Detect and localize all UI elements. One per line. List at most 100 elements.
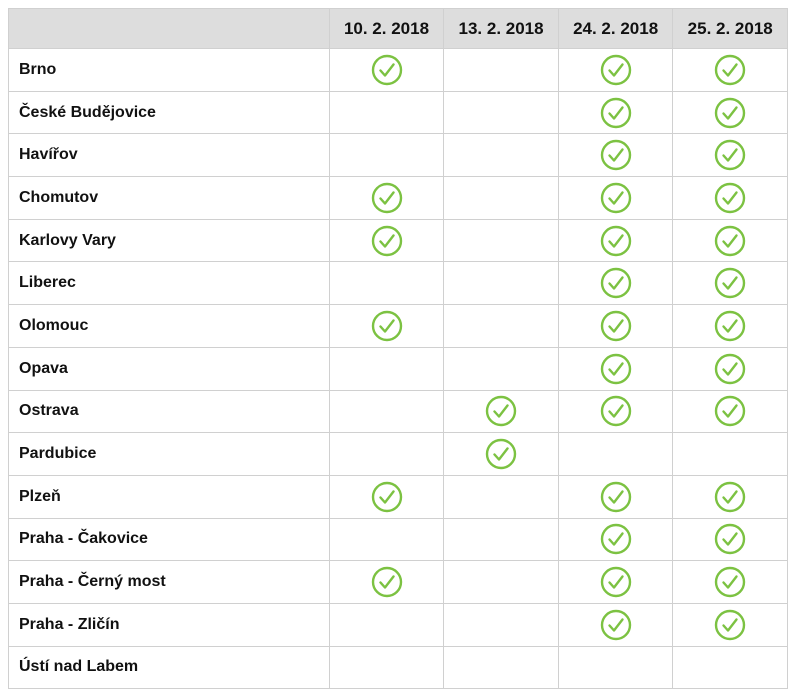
date-cell: [672, 389, 788, 434]
city-name: Ústí nad Labem: [8, 645, 330, 690]
date-cell: [328, 346, 445, 391]
check-circle-icon: [714, 225, 746, 256]
date-cell: [557, 304, 674, 348]
table-row: Karlovy Vary: [8, 218, 788, 263]
city-name: Havířov: [8, 133, 330, 178]
check-circle-icon: [600, 481, 632, 512]
city-name: Plzeň: [8, 474, 330, 519]
date-cell: [443, 474, 559, 519]
header-row: 10. 2. 2018 13. 2. 2018 24. 2. 2018 25. 2. …: [8, 8, 788, 49]
date-cell: [557, 133, 674, 178]
date-cell: [328, 133, 445, 178]
table-row: Opava: [8, 346, 788, 391]
header-city: [8, 8, 330, 49]
header-date: 24. 2. 2018: [557, 8, 674, 49]
date-cell: [557, 346, 674, 391]
check-circle-icon: [714, 310, 746, 342]
date-cell: [443, 48, 559, 92]
date-cell: [672, 90, 788, 135]
city-name: Chomutov: [8, 176, 330, 220]
date-cell: [443, 90, 559, 135]
check-circle-icon: [371, 54, 403, 86]
check-circle-icon: [600, 225, 632, 256]
check-circle-icon: [714, 524, 746, 555]
date-cell: [557, 218, 674, 263]
check-circle-icon: [714, 140, 746, 171]
date-cell: [443, 645, 559, 690]
date-cell: [443, 261, 559, 306]
date-cell: [443, 517, 559, 562]
city-name: Praha - Zličín: [8, 602, 330, 647]
check-circle-icon: [600, 396, 632, 427]
table-row: Praha - Černý most: [8, 560, 788, 604]
check-circle-icon: [371, 481, 403, 512]
date-cell: [672, 602, 788, 647]
date-cell: [557, 389, 674, 434]
date-cell: [672, 133, 788, 178]
date-cell: [672, 176, 788, 220]
table-row: Olomouc: [8, 304, 788, 348]
date-cell: [328, 560, 445, 604]
date-cell: [672, 48, 788, 92]
date-cell: [557, 474, 674, 519]
date-cell: [672, 517, 788, 562]
check-circle-icon: [600, 54, 632, 86]
check-circle-icon: [371, 310, 403, 342]
check-circle-icon: [600, 353, 632, 384]
date-cell: [557, 560, 674, 604]
date-cell: [328, 261, 445, 306]
city-name: Olomouc: [8, 304, 330, 348]
check-circle-icon: [714, 97, 746, 128]
table-row: Liberec: [8, 261, 788, 306]
table-row: Praha - Čakovice: [8, 517, 788, 562]
city-name: Praha - Čakovice: [8, 517, 330, 562]
date-cell: [328, 645, 445, 690]
date-cell: [672, 346, 788, 391]
city-name: České Budějovice: [8, 90, 330, 135]
table-row: Brno: [8, 48, 788, 92]
date-cell: [557, 48, 674, 92]
date-cell: [328, 176, 445, 220]
city-name: Ostrava: [8, 389, 330, 434]
check-circle-icon: [714, 566, 746, 598]
check-circle-icon: [714, 182, 746, 214]
date-cell: [557, 90, 674, 135]
date-cell: [443, 346, 559, 391]
date-cell: [443, 389, 559, 434]
date-cell: [328, 48, 445, 92]
table-row: Chomutov: [8, 176, 788, 220]
check-circle-icon: [600, 97, 632, 128]
city-name: Liberec: [8, 261, 330, 306]
table-row: Praha - Zličín: [8, 602, 788, 647]
table-row: Pardubice: [8, 432, 788, 476]
date-cell: [557, 261, 674, 306]
date-cell: [328, 602, 445, 647]
date-cell: [557, 602, 674, 647]
check-circle-icon: [600, 566, 632, 598]
date-cell: [443, 560, 559, 604]
check-circle-icon: [600, 310, 632, 342]
check-circle-icon: [714, 268, 746, 299]
check-circle-icon: [371, 225, 403, 256]
header-date: 13. 2. 2018: [443, 8, 559, 49]
check-circle-icon: [371, 566, 403, 598]
date-cell: [672, 261, 788, 306]
check-circle-icon: [714, 609, 746, 640]
date-cell: [443, 602, 559, 647]
date-cell: [672, 645, 788, 690]
check-circle-icon: [485, 438, 517, 470]
date-cell: [328, 474, 445, 519]
date-cell: [328, 304, 445, 348]
check-circle-icon: [600, 609, 632, 640]
city-name: Pardubice: [8, 432, 330, 476]
check-circle-icon: [371, 182, 403, 214]
date-cell: [672, 474, 788, 519]
table-row: České Budějovice: [8, 90, 788, 135]
check-circle-icon: [714, 353, 746, 384]
date-cell: [557, 645, 674, 690]
city-name: Karlovy Vary: [8, 218, 330, 263]
date-cell: [672, 304, 788, 348]
city-name: Praha - Černý most: [8, 560, 330, 604]
date-cell: [557, 176, 674, 220]
check-circle-icon: [600, 140, 632, 171]
